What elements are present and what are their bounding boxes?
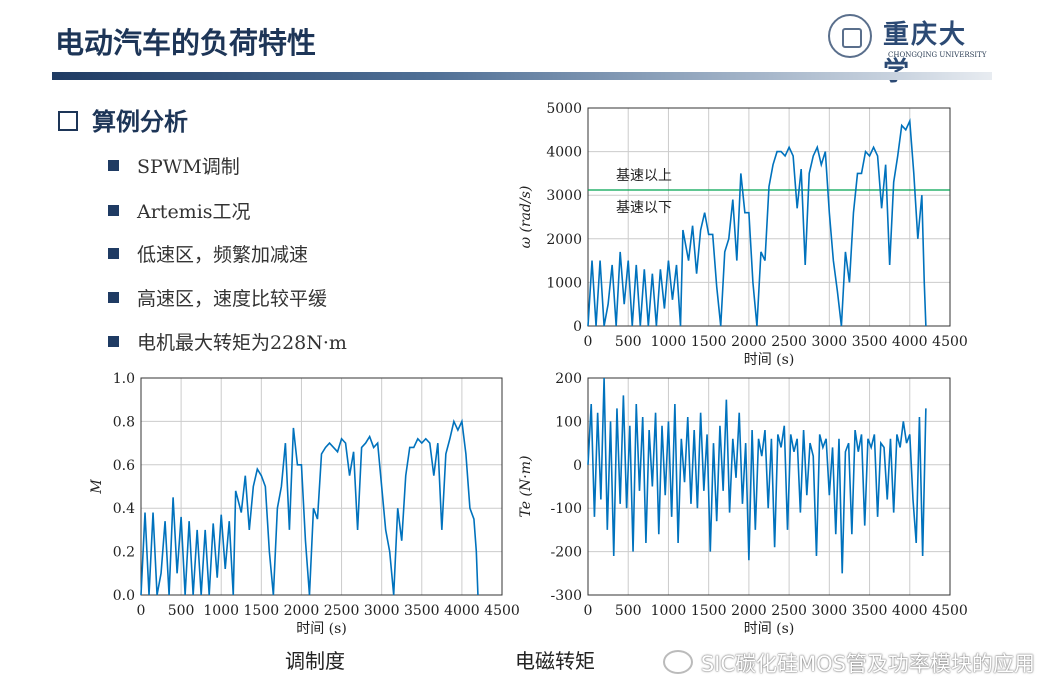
x-tick-label: 4500 (932, 334, 968, 350)
x-tick-label: 0 (584, 334, 593, 350)
plot-frame (140, 377, 503, 596)
y-tick-label: 0.2 (113, 545, 135, 561)
x-tick-label: 1500 (244, 603, 280, 619)
x-tick-label: 3500 (852, 334, 888, 350)
wechat-icon (662, 650, 693, 674)
y-tick-label: 0 (573, 458, 582, 474)
seal-icon (828, 14, 872, 58)
x-tick-label: 1500 (691, 603, 727, 619)
y-tick-label: 0.4 (113, 501, 135, 517)
x-tick-label: 4500 (932, 603, 968, 619)
checkbox-bullet-icon (58, 111, 78, 131)
y-tick-label: 5000 (546, 101, 582, 117)
y-tick-label: 2000 (546, 232, 582, 248)
y-tick-label: 0.0 (113, 588, 135, 604)
y-tick-label: 4000 (546, 145, 582, 161)
x-tick-label: 2000 (731, 334, 767, 350)
x-tick-label: 2500 (771, 334, 807, 350)
y-tick-label: 0.8 (113, 414, 135, 430)
x-axis-label: 时间 (s) (296, 621, 347, 637)
series-line-modulation (140, 418, 479, 596)
watermark-text: SIC碳化硅MOS管及功率模块的应用 (700, 652, 1035, 676)
x-tick-label: 2500 (771, 603, 807, 619)
x-tick-label: 500 (615, 334, 642, 350)
title-divider (52, 72, 992, 80)
y-axis-label: Te (N·m) (518, 456, 534, 518)
y-axis-label: ω (rad/s) (518, 186, 534, 249)
x-tick-label: 3000 (812, 334, 848, 350)
plot-frame (587, 107, 951, 327)
square-bullet-icon (108, 336, 119, 347)
y-tick-label: 0.6 (113, 458, 135, 474)
y-tick-label: -200 (551, 545, 582, 561)
x-axis-label: 时间 (s) (744, 352, 795, 368)
square-bullet-icon (108, 248, 119, 259)
y-tick-label: 0 (573, 319, 582, 335)
x-tick-label: 3500 (852, 603, 888, 619)
x-tick-label: 1000 (651, 334, 687, 350)
x-tick-label: 1000 (651, 603, 687, 619)
x-tick-label: 0 (584, 603, 593, 619)
y-tick-label: 3000 (546, 188, 582, 204)
y-tick-label: -100 (551, 501, 582, 517)
y-axis-label: M (89, 479, 105, 495)
x-tick-label: 2500 (324, 603, 360, 619)
square-bullet-icon (108, 292, 119, 303)
section-heading: 算例分析 (58, 102, 188, 137)
x-tick-label: 0 (137, 603, 146, 619)
bullet-item: SPWM调制 (108, 152, 240, 179)
x-tick-label: 3000 (812, 603, 848, 619)
x-tick-label: 2000 (284, 603, 320, 619)
annotation-above: 基速以上 (616, 167, 672, 184)
logo-en: CHONGQING UNIVERSITY (888, 51, 987, 59)
watermark: SIC碳化硅MOS管及功率模块的应用 (662, 650, 1035, 676)
x-tick-label: 4000 (892, 603, 928, 619)
x-tick-label: 1500 (691, 334, 727, 350)
bullet-text: 低速区，频繁加减速 (137, 244, 309, 266)
series-line-torque (587, 377, 927, 574)
bullet-text: 高速区，速度比较平缓 (137, 288, 328, 310)
y-tick-label: 1000 (546, 275, 582, 291)
bullet-item: 低速区，频繁加减速 (108, 240, 308, 267)
bullet-item: 电机最大转矩为228N·m (108, 328, 347, 355)
series-line-speed (587, 117, 927, 327)
x-tick-label: 4500 (484, 603, 520, 619)
plot-frame (587, 377, 951, 596)
y-tick-label: 100 (555, 414, 582, 430)
square-bullet-icon (108, 160, 119, 171)
x-tick-label: 2000 (731, 603, 767, 619)
bullet-text: SPWM调制 (137, 156, 240, 178)
square-bullet-icon (108, 205, 119, 216)
x-tick-label: 1000 (203, 603, 239, 619)
bullet-item: 高速区，速度比较平缓 (108, 284, 327, 311)
x-tick-label: 4000 (444, 603, 480, 619)
x-tick-label: 4000 (892, 334, 928, 350)
caption-modulation: 调制度 (285, 649, 345, 673)
x-tick-label: 3500 (404, 603, 440, 619)
bullet-text: 电机最大转矩为228N·m (137, 332, 347, 354)
bullet-item: Artemis工况 (108, 197, 251, 224)
section-text: 算例分析 (92, 108, 188, 136)
annotation-below: 基速以下 (616, 199, 672, 216)
x-tick-label: 500 (615, 603, 642, 619)
y-tick-label: 1.0 (113, 371, 135, 387)
slide-title: 电动汽车的负荷特性 (55, 26, 317, 60)
y-tick-label: -300 (551, 588, 582, 604)
x-tick-label: 3000 (364, 603, 400, 619)
x-axis-label: 时间 (s) (744, 621, 795, 637)
bullet-text: Artemis工况 (137, 201, 251, 223)
caption-torque: 电磁转矩 (515, 649, 595, 673)
y-tick-label: 200 (555, 371, 582, 387)
x-tick-label: 500 (168, 603, 195, 619)
